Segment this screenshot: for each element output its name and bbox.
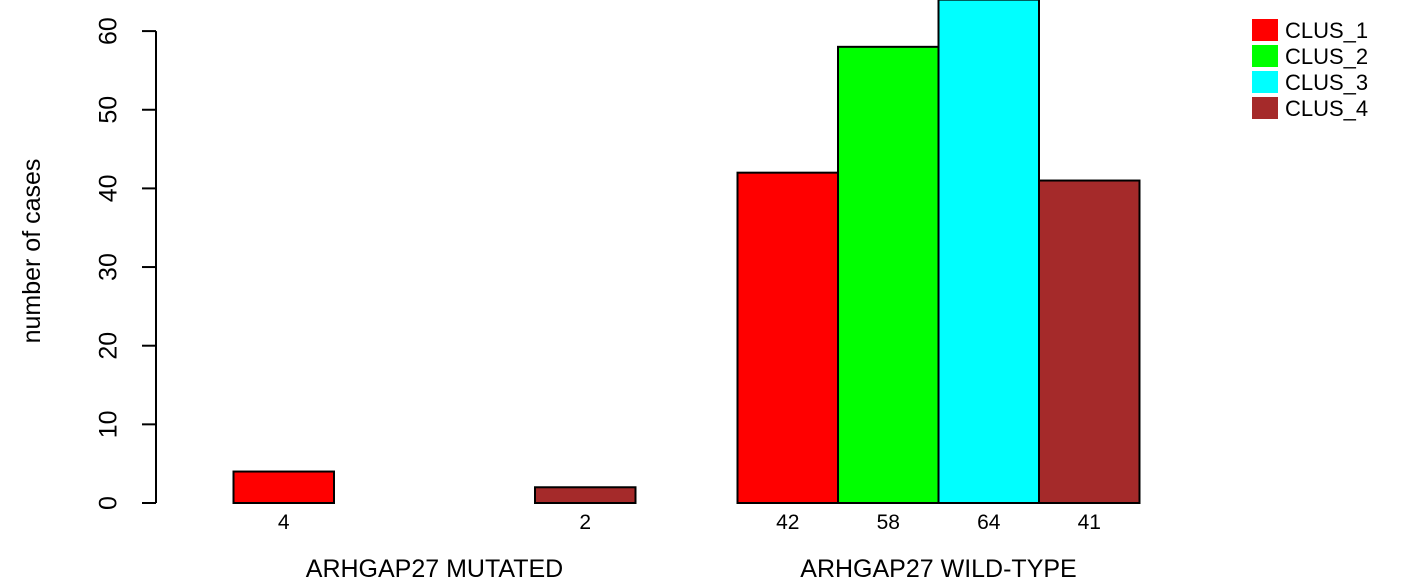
legend-label: CLUS_4 [1285,96,1368,121]
bar-value-labels: 4 2 42 58 64 41 [278,511,1101,534]
y-tick-label: 20 [95,332,123,360]
legend-label: CLUS_2 [1285,44,1368,69]
bar-mutated-clus_1 [232,470,335,505]
y-axis-label: number of cases [18,159,46,344]
bar-value-label: 64 [977,511,1001,534]
group-labels: ARHGAP27 MUTATED ARHGAP27 WILD-TYPE [306,555,1077,583]
legend-swatch [1252,97,1278,119]
bars-layer [232,0,1141,505]
bar-wild-type-clus_3 [937,0,1040,504]
bar-mutated-clus_4 [534,486,637,504]
y-tick-label: 30 [95,253,123,281]
bar-wild-type-clus_1 [736,171,839,504]
bar-wild-type-clus_4 [1038,179,1141,504]
group-label: ARHGAP27 WILD-TYPE [800,555,1076,583]
y-tick-label: 10 [95,410,123,438]
y-tick-label: 60 [95,17,123,45]
legend-swatch [1252,71,1278,93]
bar-value-label: 41 [1078,511,1101,534]
bar-wild-type-clus_2 [837,45,940,505]
y-tick-label: 40 [95,174,123,202]
legend-swatch [1252,19,1278,41]
legend-swatch [1252,45,1278,67]
group-label: ARHGAP27 MUTATED [306,555,563,583]
bar-value-label: 2 [579,511,591,534]
bar-value-label: 58 [877,511,900,534]
legend-label: CLUS_1 [1285,18,1368,43]
bar-value-label: 4 [278,511,290,534]
legend-label: CLUS_3 [1285,70,1368,95]
bar-value-label: 42 [776,511,799,534]
y-axis: 0 10 20 30 40 50 60 [95,17,157,510]
y-tick-label: 0 [95,496,123,510]
y-tick-label: 50 [95,96,123,124]
